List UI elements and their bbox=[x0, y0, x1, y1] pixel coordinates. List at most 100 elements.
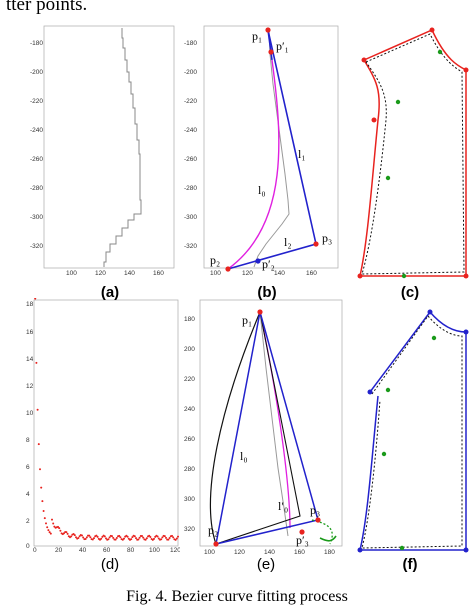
decay-point bbox=[157, 537, 160, 540]
decay-point bbox=[121, 538, 124, 541]
decay-point bbox=[107, 538, 110, 541]
decay-point bbox=[82, 536, 85, 539]
decay-point bbox=[58, 527, 61, 530]
panel-f-plot bbox=[357, 309, 469, 553]
tick-label: 180 bbox=[324, 549, 335, 556]
tick-label: -180 bbox=[30, 40, 43, 47]
decay-point bbox=[126, 535, 129, 538]
gray-data-curve bbox=[253, 29, 290, 268]
panel-d-plot: 18 16 14 12 10 8 6 4 2 0 0 20 40 60 80 1… bbox=[26, 298, 180, 552]
decay-point bbox=[177, 535, 179, 538]
decay-point bbox=[73, 534, 76, 537]
black-control-polygon bbox=[215, 311, 301, 545]
tick-label: 260 bbox=[184, 436, 195, 443]
decay-point bbox=[81, 534, 83, 537]
decay-point bbox=[88, 534, 91, 537]
tick-label: 0 bbox=[26, 543, 30, 550]
panel-label-a: (a) bbox=[100, 284, 120, 301]
tick-label: -200 bbox=[30, 69, 43, 76]
tick-label: 140 bbox=[124, 270, 135, 276]
tick-label: 140 bbox=[264, 549, 275, 556]
tick-label: 20 bbox=[55, 547, 63, 552]
decay-point bbox=[138, 536, 141, 539]
annotation-p2-prime: p′₂ bbox=[262, 257, 275, 271]
decay-point bbox=[43, 517, 46, 520]
decay-point bbox=[172, 536, 175, 539]
decay-point bbox=[100, 537, 103, 540]
annotation-p2: p₂ bbox=[210, 253, 220, 267]
decay-point bbox=[119, 536, 122, 539]
decay-point bbox=[46, 526, 49, 529]
decay-point bbox=[108, 536, 111, 539]
tick-label: 140 bbox=[274, 270, 285, 277]
decay-point bbox=[123, 537, 125, 540]
black-dotted-outline bbox=[361, 315, 463, 549]
tick-label: 6 bbox=[26, 464, 30, 471]
red-fitted-outline bbox=[359, 29, 467, 277]
tick-label: 120 bbox=[234, 549, 245, 556]
decay-point bbox=[37, 443, 40, 446]
decay-point bbox=[135, 537, 137, 540]
blue-control-polygon bbox=[215, 311, 319, 545]
panel-label-e: (e) bbox=[256, 556, 276, 573]
decay-point bbox=[160, 538, 163, 541]
decay-point bbox=[95, 534, 98, 537]
tick-label: 220 bbox=[184, 376, 195, 383]
green-solid-curve bbox=[319, 535, 337, 542]
tick-label: 120 bbox=[242, 270, 253, 277]
decay-point bbox=[118, 534, 121, 537]
tick-label: 120 bbox=[170, 547, 180, 552]
tick-label: 160 bbox=[306, 270, 317, 277]
decay-point bbox=[42, 509, 45, 512]
decay-point bbox=[112, 536, 115, 539]
decay-point bbox=[57, 525, 59, 528]
annotation-l2: l₂ bbox=[284, 235, 292, 249]
panel-label-b: (b) bbox=[257, 284, 277, 301]
decay-point bbox=[78, 535, 81, 538]
tick-label: 2 bbox=[26, 518, 30, 525]
red-control-points bbox=[357, 27, 469, 279]
decay-point bbox=[130, 538, 133, 541]
tick-label: -220 bbox=[184, 98, 197, 105]
panel-label-d: (d) bbox=[100, 556, 120, 573]
figure-caption: Fig. 4. Bezier curve fitting process bbox=[126, 588, 348, 605]
decay-point bbox=[93, 537, 95, 540]
point-p1-prime bbox=[268, 49, 274, 55]
stair-step-curve bbox=[103, 28, 142, 267]
tick-label: 4 bbox=[26, 491, 30, 498]
decay-point bbox=[145, 537, 148, 540]
point-p2 bbox=[225, 266, 231, 272]
tick-label: 120 bbox=[95, 270, 106, 276]
decay-point bbox=[40, 486, 43, 489]
decay-point bbox=[34, 298, 37, 300]
decay-point bbox=[137, 538, 140, 541]
decay-point bbox=[47, 529, 50, 532]
tick-label: 18 bbox=[26, 301, 34, 308]
panel-label-c: (c) bbox=[400, 284, 420, 301]
panel-a-x-ticks: 100 120 140 160 bbox=[66, 270, 164, 276]
decay-point bbox=[133, 535, 136, 538]
decay-point bbox=[115, 537, 118, 540]
tick-label: -200 bbox=[184, 69, 197, 76]
decay-point bbox=[89, 536, 92, 539]
tick-label: -240 bbox=[184, 127, 197, 134]
decay-point bbox=[156, 535, 159, 538]
point-p2 bbox=[213, 541, 219, 547]
point-p3-prime bbox=[299, 529, 305, 535]
gray-data-curve bbox=[259, 311, 289, 537]
decay-point bbox=[165, 536, 167, 539]
tick-label: 300 bbox=[184, 496, 195, 503]
tick-label: 10 bbox=[26, 410, 34, 417]
tick-label: 100 bbox=[149, 547, 160, 552]
decay-point bbox=[144, 538, 147, 541]
decay-point bbox=[59, 529, 62, 532]
annotation-p1: p₁ bbox=[252, 29, 262, 43]
tick-label: 80 bbox=[127, 547, 135, 552]
tick-label: 160 bbox=[153, 270, 164, 276]
tick-label: 160 bbox=[294, 549, 305, 556]
decay-point bbox=[65, 531, 68, 534]
decay-point bbox=[75, 536, 77, 539]
annotation-p3: p₃ bbox=[310, 503, 320, 517]
panel-label-f: (f) bbox=[402, 556, 418, 573]
annotation-l0: l₀ bbox=[258, 183, 266, 197]
